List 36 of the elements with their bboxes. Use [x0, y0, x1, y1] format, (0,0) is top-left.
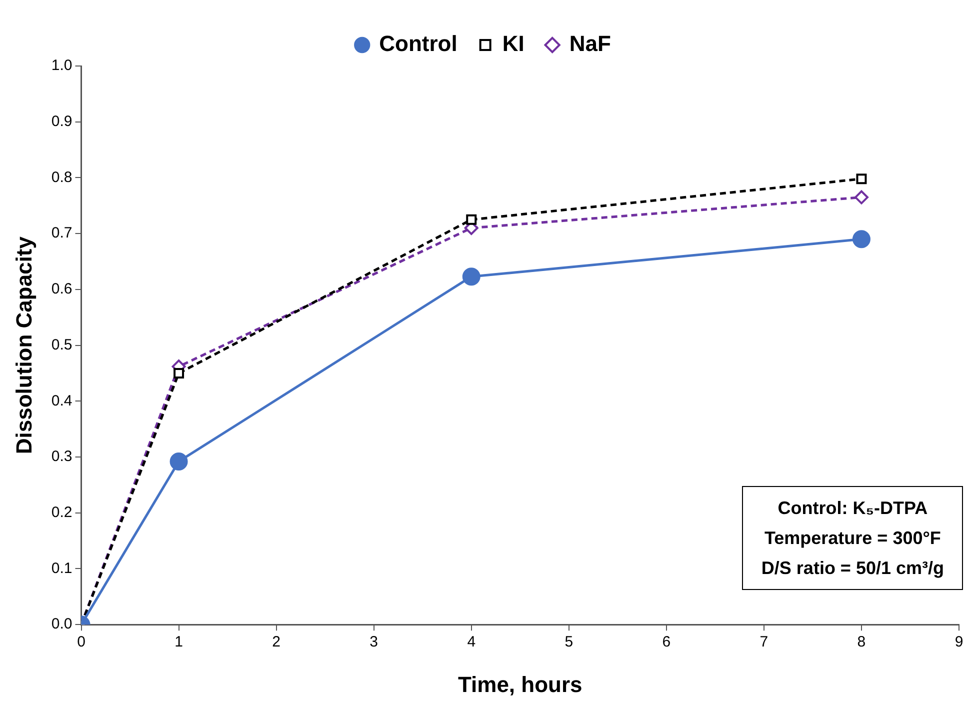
annotation: Control: K₅-DTPA [776, 497, 929, 520]
y-tick-label: 0.2 [51, 504, 72, 522]
legend-label: KI [502, 31, 524, 56]
legend-label: Control [379, 31, 458, 56]
y-tick-label: 0.5 [51, 336, 72, 354]
x-tick-label: 0 [77, 634, 86, 651]
y-tick-label: 0.6 [51, 280, 72, 298]
y-tick-label: 0.1 [51, 560, 72, 577]
x-tick-label: 6 [662, 634, 671, 651]
point [462, 268, 480, 286]
point [170, 452, 188, 470]
y-tick-label: 1.0 [51, 57, 72, 74]
point [852, 230, 870, 248]
y-tick-label: 0.8 [51, 168, 72, 186]
x-axis-title: Time, hours [458, 672, 582, 697]
x-tick-label: 5 [564, 634, 574, 651]
x-tick-label: 9 [954, 634, 964, 651]
annotation: D/S ratio = 50/1 cm³/g [761, 557, 944, 580]
y-tick-label: 0.0 [51, 616, 72, 633]
x-tick-label: 4 [467, 634, 476, 651]
point [854, 190, 868, 204]
x-tick-label: 7 [760, 634, 768, 651]
annotation: Temperature = 300°F [763, 527, 942, 550]
y-tick-label: 0.4 [51, 392, 72, 410]
x-tick-label: 8 [857, 634, 866, 651]
y-tick-label: 0.3 [51, 448, 72, 466]
y-tick-label: 0.9 [51, 113, 72, 130]
y-axis-title: Dissolution Capacity [11, 236, 36, 454]
x-tick-label: 1 [174, 634, 183, 651]
point [856, 174, 867, 184]
point [466, 214, 477, 225]
y-tick-label: 0.7 [51, 224, 72, 242]
x-tick-label: 3 [370, 634, 378, 651]
legend-label: NaF [569, 31, 611, 56]
point [174, 368, 184, 378]
x-tick-label: 2 [272, 634, 280, 651]
